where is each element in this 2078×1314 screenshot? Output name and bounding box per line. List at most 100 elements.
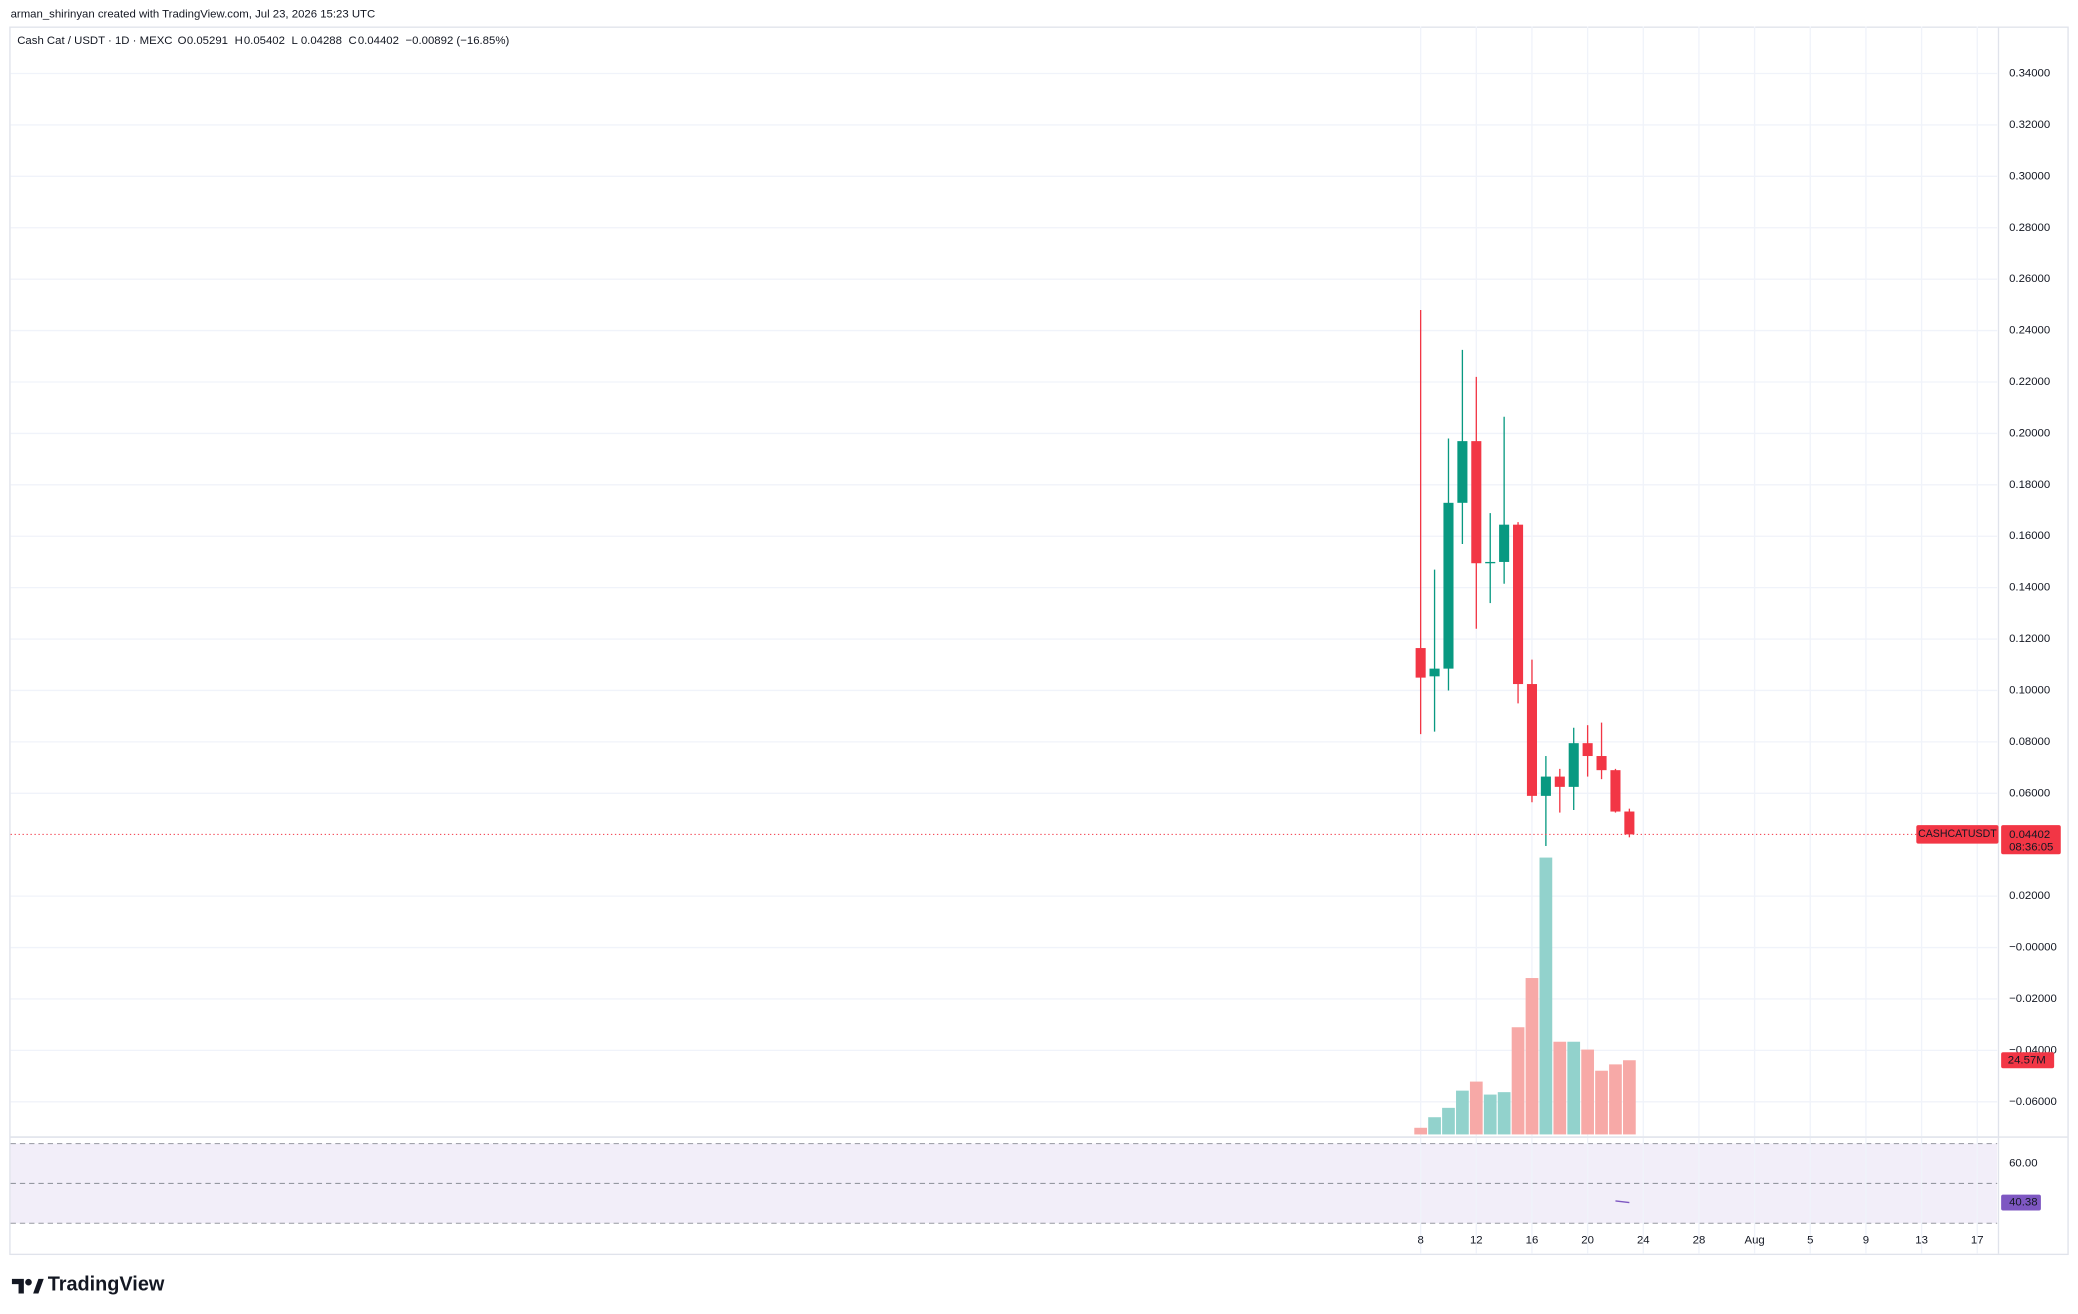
volume-bar	[1609, 1064, 1622, 1135]
rsi-tick-label: 60.00	[2009, 1158, 2037, 1170]
candle	[1526, 659, 1538, 803]
candle	[1457, 349, 1468, 544]
credit: arman_shirinyan created with TradingView…	[11, 9, 376, 21]
volume-bar	[1456, 1090, 1469, 1135]
candle-body	[1526, 684, 1538, 796]
y-tick-label: 0.32000	[2009, 119, 2050, 131]
volume-bar	[1525, 978, 1539, 1135]
x-tick-label: 20	[1581, 1234, 1594, 1246]
ohlc-value: 0.05402	[244, 35, 285, 47]
chart-frame	[9, 26, 2069, 1256]
rsi-line	[1615, 1200, 1630, 1204]
candle-body	[1485, 561, 1496, 564]
y-tick-label: −0.00000	[2009, 942, 2057, 954]
y-tick-label: 0.06000	[2009, 787, 2050, 799]
candle-body	[1582, 743, 1593, 757]
volume-bar	[1581, 1049, 1594, 1135]
candle-body	[1596, 756, 1607, 771]
candle-body	[1429, 668, 1440, 677]
volume-label: 24.57M	[2008, 1054, 2046, 1066]
y-tick-label: 0.24000	[2009, 325, 2050, 337]
candle	[1513, 522, 1524, 704]
price-label: 0.04402	[2009, 829, 2050, 841]
x-tick-label: 5	[1807, 1234, 1813, 1246]
candle-body	[1610, 770, 1621, 812]
ohlc-label: L	[292, 35, 298, 47]
candle-body	[1457, 441, 1468, 503]
volume-bar	[1469, 1081, 1483, 1135]
x-tick-label: 24	[1637, 1234, 1650, 1246]
y-tick-label: 0.10000	[2009, 684, 2050, 696]
logo-text: TradingView	[48, 1274, 165, 1296]
x-tick-label: 12	[1470, 1234, 1483, 1246]
volume-bar	[1428, 1117, 1441, 1135]
candle	[1499, 416, 1510, 584]
volume-bar	[1595, 1070, 1608, 1135]
volume-bar	[1483, 1094, 1497, 1135]
candle	[1415, 310, 1426, 735]
ohlc-value: 0.05291	[187, 35, 228, 47]
candle	[1443, 438, 1454, 691]
y-tick-label: 0.08000	[2009, 736, 2050, 748]
x-tick-label: 28	[1693, 1234, 1706, 1246]
candle-body	[1568, 743, 1579, 787]
y-tick-label: 0.28000	[2009, 222, 2050, 234]
ohlc-label: O	[178, 35, 187, 47]
y-tick-label: 0.14000	[2009, 582, 2050, 594]
y-tick-label: −0.06000	[2009, 1096, 2057, 1108]
logo: TradingView	[11, 1274, 165, 1296]
x-tick-label: 17	[1971, 1234, 1984, 1246]
candle	[1471, 376, 1482, 629]
candle-body	[1540, 776, 1551, 796]
y-tick-label: 0.20000	[2009, 427, 2050, 439]
x-tick-label: 13	[1915, 1234, 1928, 1246]
y-tick-label: 0.22000	[2009, 376, 2050, 388]
y-tick-label: 0.16000	[2009, 530, 2050, 542]
symbol-title: Cash Cat / USDT · 1D · MEXC	[17, 35, 172, 47]
ohlc-value: 0.04402	[358, 35, 399, 47]
change-value: −0.00892 (−16.85%)	[406, 35, 510, 47]
x-tick-label: 8	[1417, 1234, 1423, 1246]
candle	[1596, 722, 1607, 780]
x-tick-label: Aug	[1744, 1234, 1764, 1246]
x-tick-label: 9	[1863, 1234, 1869, 1246]
y-tick-label: 0.26000	[2009, 273, 2050, 285]
symbol-box	[1916, 825, 1999, 844]
volume-bar	[1414, 1127, 1428, 1135]
candle-body	[1499, 524, 1510, 562]
symbol-label: CASHCATUSDT	[1918, 828, 1997, 840]
candle-body	[1513, 524, 1524, 685]
ohlc-label: C	[349, 35, 357, 47]
candle-body	[1624, 811, 1635, 835]
volume-bar	[1553, 1041, 1567, 1135]
y-tick-label: 0.18000	[2009, 479, 2050, 491]
y-tick-label: 0.02000	[2009, 890, 2050, 902]
volume-bar	[1539, 857, 1553, 1135]
volume-box	[2001, 1052, 2055, 1069]
volume-bar	[1567, 1041, 1581, 1135]
countdown-label: 08:36:05	[2009, 842, 2053, 854]
candle-body	[1443, 502, 1454, 669]
y-tick-label: −0.02000	[2009, 993, 2057, 1005]
price-box	[2001, 825, 2061, 855]
ohlc-label: H	[235, 35, 243, 47]
y-tick-label: 0.30000	[2009, 170, 2050, 182]
candle	[1568, 727, 1579, 811]
ohlc-value: 0.04288	[301, 35, 342, 47]
volume-bar	[1511, 1027, 1525, 1135]
volume-bar	[1623, 1060, 1636, 1135]
rsi-value-label: 40.38	[2009, 1197, 2037, 1209]
candle	[1554, 768, 1565, 813]
volume-bar	[1497, 1092, 1511, 1135]
candle	[1610, 768, 1621, 813]
x-tick-label: 16	[1526, 1234, 1539, 1246]
candle-body	[1554, 776, 1565, 787]
candle	[1540, 756, 1551, 846]
y-tick-label: 0.34000	[2009, 68, 2050, 80]
rsi-value-box	[2001, 1194, 2041, 1211]
candle	[1582, 725, 1593, 777]
y-tick-label: 0.12000	[2009, 633, 2050, 645]
